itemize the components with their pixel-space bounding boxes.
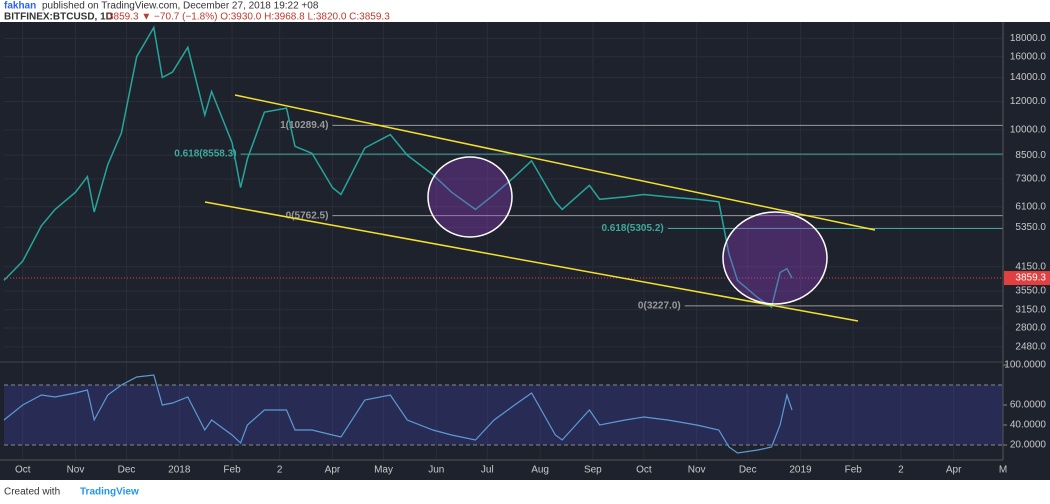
y-tick-label: 7300.0 bbox=[1015, 173, 1046, 184]
highlight-circle bbox=[722, 211, 828, 305]
y-tick-label: 12000.0 bbox=[1010, 96, 1047, 107]
x-tick-label: Apr bbox=[946, 465, 962, 476]
x-tick-label: Jul bbox=[481, 465, 494, 476]
rsi-band bbox=[4, 385, 1003, 445]
upper-trendline bbox=[234, 94, 876, 231]
lower-trendline bbox=[204, 201, 859, 322]
y-tick-label: 5350.0 bbox=[1015, 222, 1046, 233]
footer-brand[interactable]: TradingView bbox=[80, 487, 139, 498]
x-tick-label: Apr bbox=[325, 465, 341, 476]
y-tick-label: 3150.0 bbox=[1015, 304, 1046, 315]
y-tick-label: 3550.0 bbox=[1015, 286, 1046, 297]
rsi-pane: 100.0000 60.0000 40.0000 20.0000 bbox=[3, 360, 1047, 454]
x-tick-label: 2018 bbox=[168, 465, 191, 476]
y-tick-label: 2800.0 bbox=[1015, 323, 1046, 334]
x-tick-label: Oct bbox=[636, 465, 652, 476]
rsi-tick-label: 20.0000 bbox=[1010, 440, 1047, 451]
published: published on TradingView.com, December 2… bbox=[42, 1, 319, 12]
x-tick-label: 2 bbox=[277, 465, 283, 476]
pane-background bbox=[0, 22, 1050, 460]
rsi-tick-label: 60.0000 bbox=[1010, 400, 1047, 411]
footer-text: Created with bbox=[4, 487, 60, 498]
price-line bbox=[3, 25, 793, 309]
symbol: BITFINEX:BTCUSD, 1D bbox=[4, 12, 113, 23]
x-tick-label: Oct bbox=[15, 465, 31, 476]
y-tick-label: 2480.0 bbox=[1015, 341, 1046, 352]
rsi-tick-label: 100.0000 bbox=[1004, 360, 1046, 371]
fib-label: 1(10289.4) bbox=[280, 120, 328, 131]
y-tick-label: 14000.0 bbox=[1010, 72, 1047, 83]
header-bar bbox=[0, 0, 1050, 22]
fib-label: 0(5762.5) bbox=[286, 210, 329, 221]
quote: 3859.3 ▼ −70.7 (−1.8%) O:3930.0 H:3968.8… bbox=[108, 12, 390, 23]
time-axis-bar bbox=[0, 460, 1050, 480]
x-tick-label: May bbox=[374, 465, 393, 476]
x-tick-label: 2019 bbox=[789, 465, 812, 476]
rsi-tick-label: 40.0000 bbox=[1010, 420, 1047, 431]
y-tick-label: 16000.0 bbox=[1010, 51, 1047, 62]
y-tick-label: 4150.0 bbox=[1015, 261, 1046, 272]
y-tick-label: 6100.0 bbox=[1015, 201, 1046, 212]
footer-bar bbox=[0, 480, 1050, 504]
x-tick-label: Nov bbox=[67, 465, 85, 476]
x-tick-label: Dec bbox=[118, 465, 136, 476]
highlight-circle bbox=[427, 156, 513, 238]
x-tick-label: Sep bbox=[584, 465, 602, 476]
fib-label: 0.618(5305.2) bbox=[601, 223, 663, 234]
fib-label: 0(3227.0) bbox=[638, 301, 681, 312]
x-tick-label: 2 bbox=[898, 465, 904, 476]
x-tick-label: Aug bbox=[531, 465, 549, 476]
last-price-label: 3859.3 bbox=[1015, 273, 1046, 284]
y-tick-label: 18000.0 bbox=[1010, 33, 1047, 44]
author[interactable]: fakhan bbox=[4, 1, 36, 12]
x-tick-label: Feb bbox=[223, 465, 241, 476]
price-pane: 18000.0 16000.0 14000.0 12000.0 10000.0 8500.… bbox=[3, 22, 1050, 460]
x-tick-label: Dec bbox=[739, 465, 757, 476]
fib-label: 0.618(8558.3) bbox=[174, 149, 236, 160]
last-price-tag bbox=[1004, 271, 1050, 286]
x-tick-label: M bbox=[999, 465, 1007, 476]
x-tick-label: Feb bbox=[845, 465, 863, 476]
x-tick-label: Jun bbox=[428, 465, 444, 476]
rsi-line bbox=[3, 374, 793, 454]
y-tick-label: 10000.0 bbox=[1010, 125, 1047, 136]
x-tick-label: Nov bbox=[688, 465, 706, 476]
y-tick-label: 8500.0 bbox=[1015, 150, 1046, 161]
